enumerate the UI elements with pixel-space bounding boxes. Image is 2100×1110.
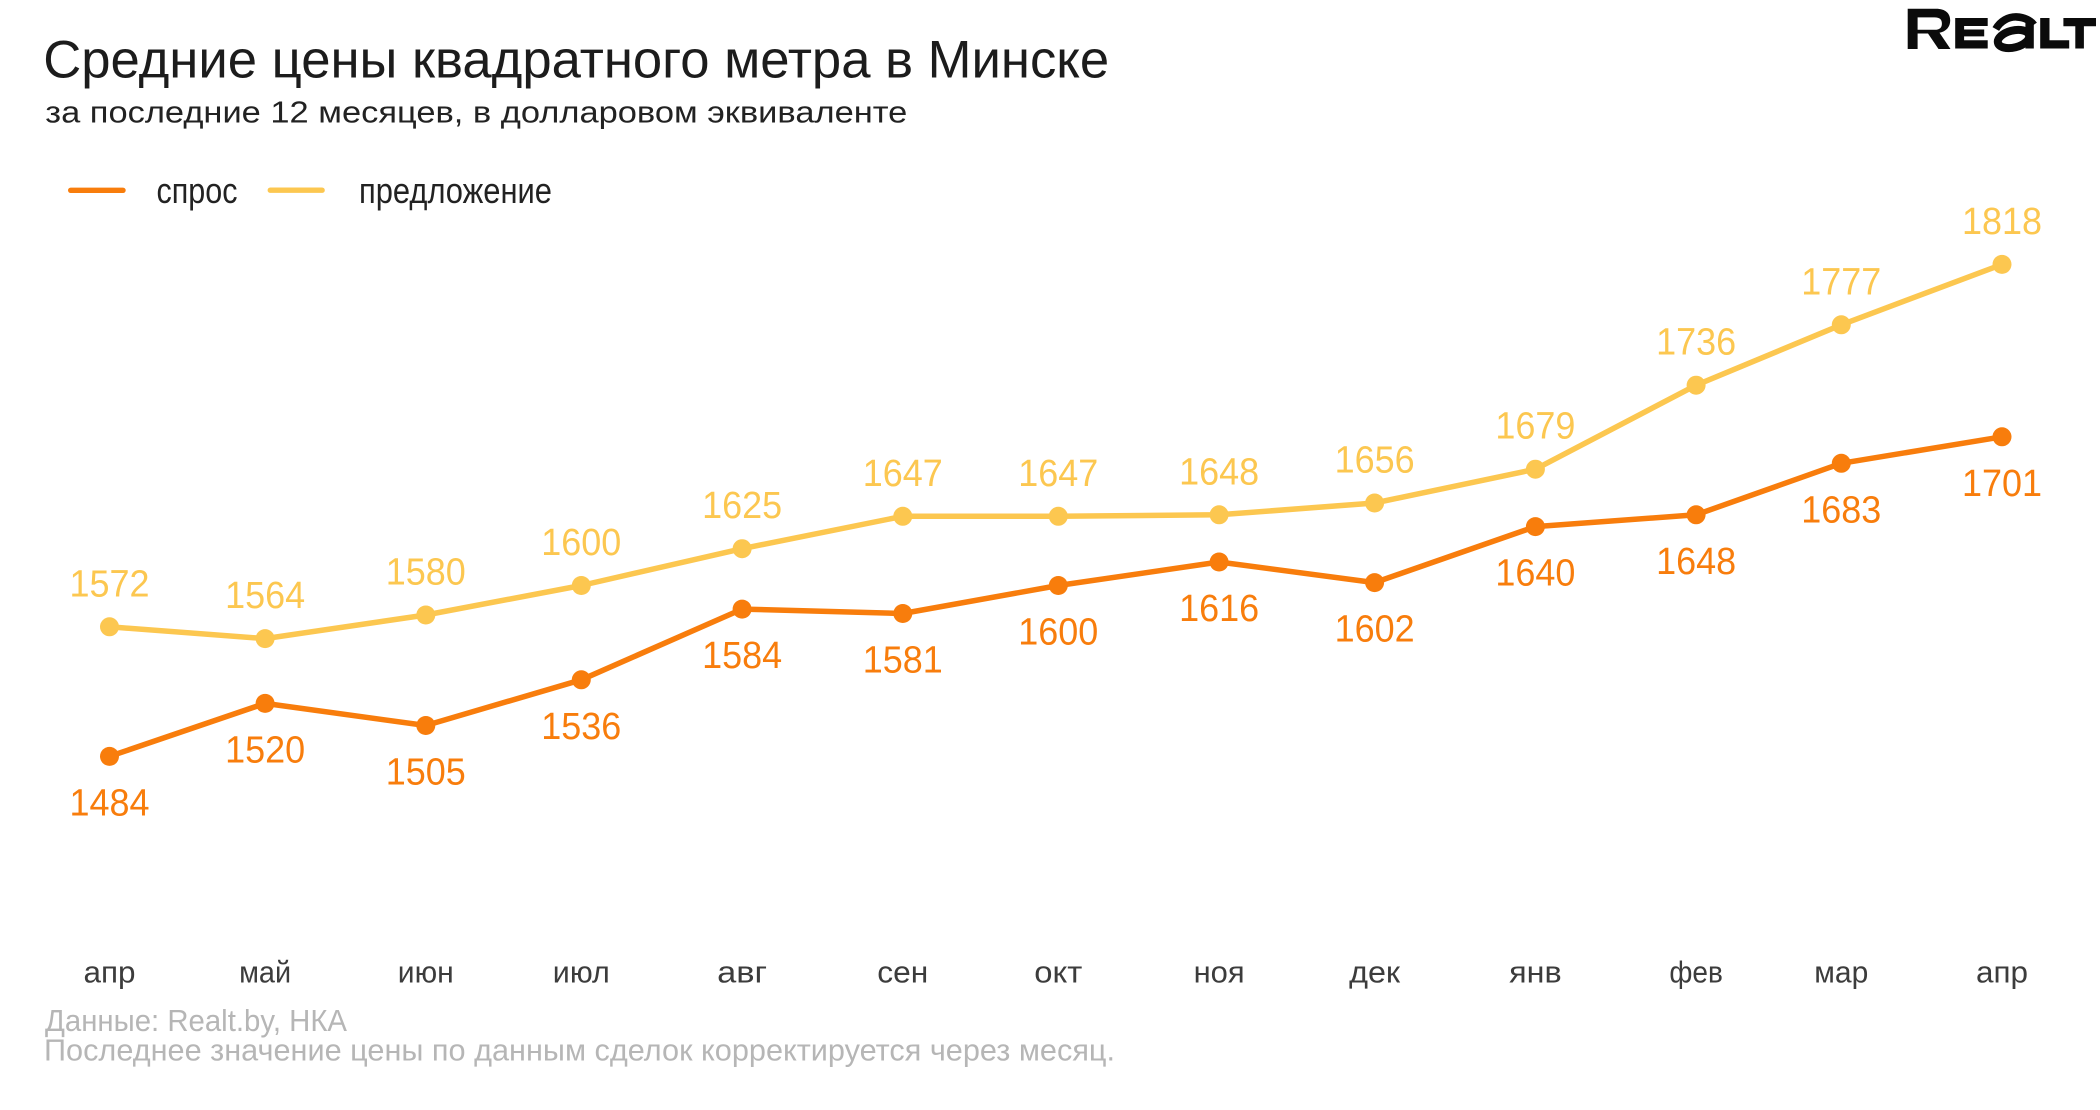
svg-text:1647: 1647 [863, 453, 943, 495]
svg-text:1648: 1648 [1656, 541, 1736, 583]
svg-text:ноя: ноя [1194, 955, 1245, 990]
svg-text:Средние цены квадратного метра: Средние цены квадратного метра в Минске [43, 31, 1109, 90]
svg-text:1656: 1656 [1335, 440, 1415, 482]
svg-text:1647: 1647 [1018, 453, 1098, 495]
svg-text:сен: сен [877, 955, 928, 990]
svg-text:мар: мар [1814, 955, 1868, 990]
svg-text:1600: 1600 [1018, 612, 1098, 654]
svg-text:авг: авг [717, 955, 767, 990]
svg-text:1777: 1777 [1801, 261, 1881, 303]
svg-text:1683: 1683 [1801, 489, 1881, 531]
svg-text:1536: 1536 [541, 706, 621, 748]
svg-text:за последние 12 месяцев, в дол: за последние 12 месяцев, в долларовом эк… [45, 94, 907, 129]
svg-text:1818: 1818 [1962, 201, 2042, 243]
svg-text:1584: 1584 [702, 635, 782, 677]
svg-text:1600: 1600 [541, 522, 621, 564]
svg-text:1505: 1505 [386, 752, 466, 794]
svg-text:1701: 1701 [1962, 463, 2042, 505]
svg-text:1736: 1736 [1656, 322, 1736, 364]
svg-text:1484: 1484 [70, 782, 150, 824]
svg-text:1564: 1564 [225, 575, 305, 617]
svg-text:Последнее значение цены по дан: Последнее значение цены по данным сделок… [44, 1034, 1115, 1068]
svg-text:1648: 1648 [1179, 451, 1259, 493]
svg-text:окт: окт [1034, 955, 1082, 990]
svg-text:1572: 1572 [70, 563, 150, 605]
svg-text:дек: дек [1349, 955, 1400, 990]
svg-text:1602: 1602 [1335, 609, 1415, 651]
svg-text:1625: 1625 [702, 485, 782, 527]
svg-text:май: май [239, 955, 291, 990]
svg-text:1640: 1640 [1495, 553, 1575, 595]
svg-text:Данные: Realt.by, НКА: Данные: Realt.by, НКА [45, 1004, 348, 1038]
svg-text:1580: 1580 [386, 552, 466, 594]
svg-text:июн: июн [398, 955, 454, 990]
svg-text:1581: 1581 [863, 640, 943, 682]
svg-text:июл: июл [553, 955, 610, 990]
svg-text:апр: апр [84, 955, 136, 990]
svg-text:спрос: спрос [157, 170, 238, 211]
svg-text:предложение: предложение [359, 170, 552, 211]
svg-text:1520: 1520 [225, 729, 305, 771]
svg-text:янв: янв [1509, 955, 1562, 990]
svg-text:1679: 1679 [1495, 406, 1575, 448]
svg-text:апр: апр [1976, 955, 2028, 990]
svg-text:фев: фев [1669, 955, 1723, 990]
svg-text:1616: 1616 [1179, 588, 1259, 630]
